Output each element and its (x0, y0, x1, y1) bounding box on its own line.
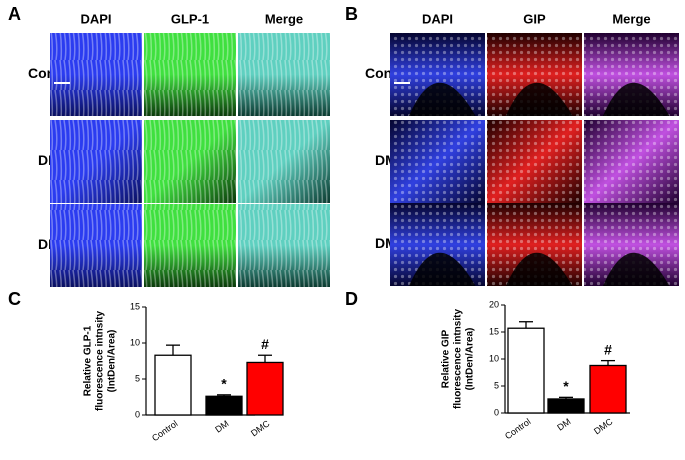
micrograph-texture (144, 204, 236, 287)
bar (507, 327, 545, 414)
bar (589, 364, 627, 414)
micrograph-texture (50, 33, 142, 116)
micrograph-texture (390, 120, 485, 203)
micrograph-texture (144, 120, 236, 203)
panel-label: A (8, 4, 21, 24)
bar (154, 354, 192, 416)
lumen (409, 82, 476, 116)
y-axis-label: Relative GLP-1 (83, 325, 94, 396)
lumen (506, 82, 573, 116)
bar (205, 395, 243, 416)
y-tick-label: 20 (489, 299, 499, 309)
y-axis-label: Relative GIP (441, 329, 452, 388)
panel-label: C (8, 289, 21, 309)
lumen (409, 252, 476, 286)
x-tick-label: Control (150, 418, 180, 443)
lumen (603, 252, 670, 286)
panel-label: B (345, 4, 358, 24)
significance-mark: * (563, 378, 569, 394)
y-axis-label: (IntDen/Area) (465, 328, 476, 391)
column-header: Merge (612, 11, 650, 26)
y-axis-label: fluorescence intnsity (95, 311, 106, 411)
column-header: DAPI (422, 11, 453, 26)
y-axis-label: (IntDen/Area) (107, 330, 118, 393)
significance-mark: # (261, 336, 269, 352)
lumen (603, 82, 670, 116)
x-tick-label: DM (213, 418, 230, 434)
significance-mark: * (221, 376, 227, 392)
x-tick-label: DMC (592, 416, 615, 436)
panel-label: D (345, 289, 358, 309)
significance-mark: # (604, 341, 612, 357)
bar (246, 361, 284, 416)
x-tick-label: DMC (249, 418, 272, 438)
y-tick-label: 5 (135, 373, 140, 383)
lumen (506, 252, 573, 286)
x-tick-label: DM (555, 416, 572, 432)
y-tick-label: 15 (130, 301, 140, 311)
y-axis-label: fluorescence intnsity (453, 309, 464, 409)
bar (547, 398, 585, 414)
y-tick-label: 10 (489, 353, 499, 363)
micrograph-texture (238, 204, 330, 287)
column-header: GIP (523, 11, 546, 26)
y-tick-label: 0 (135, 409, 140, 419)
micrograph-texture (238, 33, 330, 116)
y-tick-label: 10 (130, 337, 140, 347)
micrograph-texture (50, 204, 142, 287)
x-tick-label: Control (503, 416, 533, 441)
micrograph-texture (144, 33, 236, 116)
y-tick-label: 0 (494, 407, 499, 417)
y-tick-label: 5 (494, 380, 499, 390)
micrograph-texture (238, 120, 330, 203)
column-header: Merge (265, 11, 303, 26)
column-header: DAPI (80, 11, 111, 26)
column-header: GLP-1 (171, 11, 209, 26)
micrograph-texture (50, 120, 142, 203)
y-tick-label: 15 (489, 326, 499, 336)
micrograph-texture (487, 120, 582, 203)
micrograph-texture (584, 120, 679, 203)
